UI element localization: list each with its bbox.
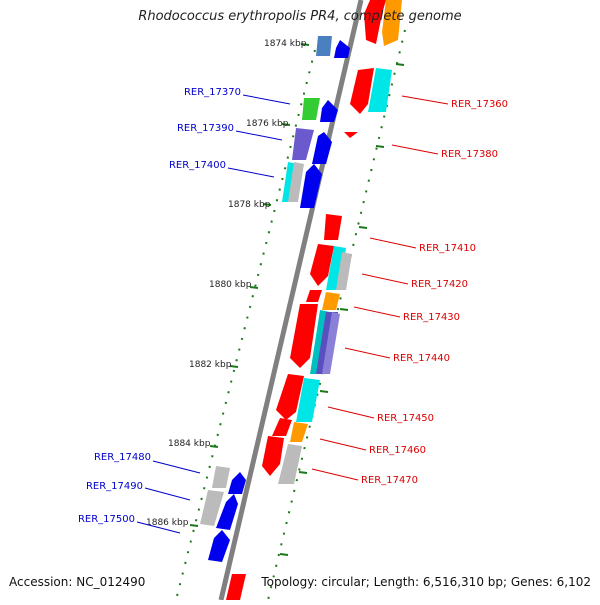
- right-tick: [358, 226, 368, 229]
- gene-label-RER_17430[interactable]: RER_17430: [403, 312, 460, 323]
- leader-line-RER_17470: [311, 468, 359, 481]
- kbp-label-1874: 1874 kbp: [264, 39, 307, 49]
- leader-line-RER_17370: [242, 94, 291, 105]
- kbp-tick-1880: [249, 286, 259, 289]
- gene-feature: [344, 132, 358, 138]
- gene-feature: [226, 574, 246, 600]
- kbp-label-1880: 1880 kbp: [209, 280, 252, 290]
- gene-feature: [272, 418, 292, 436]
- gene-label-RER_17420[interactable]: RER_17420: [411, 279, 468, 290]
- kbp-tick-1878: [262, 203, 272, 206]
- gene-feature: [200, 490, 224, 526]
- gene-feature: [316, 36, 332, 56]
- gene-feature: [296, 378, 320, 422]
- leader-line-RER_17390: [235, 130, 283, 141]
- leader-line-RER_17380: [391, 144, 439, 155]
- kbp-tick-1882: [229, 365, 239, 368]
- leader-line-RER_17440: [344, 347, 391, 359]
- gene-feature: [302, 98, 320, 120]
- right-tick: [298, 471, 308, 474]
- gene-feature: [208, 530, 230, 562]
- gene-feature: [228, 472, 246, 494]
- gene-feature: [322, 292, 340, 310]
- gene-feature: [334, 40, 350, 58]
- accession-text: Accession: NC_012490: [9, 575, 146, 589]
- leader-line-RER_17430: [353, 306, 401, 318]
- leader-line-RER_17490: [144, 487, 191, 501]
- kbp-tick-1886: [189, 524, 199, 527]
- gene-label-RER_17490[interactable]: RER_17490: [86, 481, 143, 492]
- gene-feature: [336, 252, 352, 290]
- gene-feature: [368, 68, 392, 112]
- gene-label-RER_17380[interactable]: RER_17380: [441, 149, 498, 160]
- gene-label-RER_17470[interactable]: RER_17470: [361, 475, 418, 486]
- gene-feature: [216, 494, 238, 530]
- gene-label-RER_17370[interactable]: RER_17370: [184, 87, 241, 98]
- gene-feature: [290, 304, 318, 368]
- gene-label-RER_17390[interactable]: RER_17390: [177, 123, 234, 134]
- gene-feature: [306, 290, 322, 302]
- gene-label-RER_17450[interactable]: RER_17450: [377, 413, 434, 424]
- gene-label-RER_17410[interactable]: RER_17410: [419, 243, 476, 254]
- kbp-label-1876: 1876 kbp: [246, 119, 289, 129]
- gene-feature: [364, 0, 386, 44]
- kbp-tick-1876: [281, 123, 291, 126]
- kbp-label-1882: 1882 kbp: [189, 360, 232, 370]
- gene-label-RER_17500[interactable]: RER_17500: [78, 514, 135, 525]
- kbp-label-1886: 1886 kbp: [146, 518, 189, 528]
- gene-feature: [310, 244, 334, 286]
- leader-line-RER_17360: [401, 95, 449, 105]
- gene-feature: [350, 68, 374, 114]
- genome-stats-text: Topology: circular; Length: 6,516,310 bp…: [261, 575, 591, 589]
- right-tick: [319, 390, 329, 393]
- right-tick: [375, 145, 385, 148]
- gene-feature: [262, 436, 284, 476]
- gene-label-RER_17440[interactable]: RER_17440: [393, 353, 450, 364]
- genome-title: Rhodococcus erythropolis PR4, complete g…: [138, 9, 462, 24]
- gene-feature: [288, 162, 304, 202]
- leader-line-RER_17410: [369, 237, 417, 249]
- gene-feature: [212, 466, 230, 488]
- gene-label-RER_17480[interactable]: RER_17480: [94, 452, 151, 463]
- gene-feature: [324, 214, 342, 240]
- leader-line-RER_17450: [327, 406, 375, 419]
- leader-line-RER_17480: [152, 460, 201, 474]
- gene-feature: [322, 312, 340, 374]
- leader-line-RER_17500: [136, 521, 181, 534]
- right-tick: [395, 63, 405, 66]
- kbp-tick-1884: [209, 445, 219, 448]
- kbp-tick-1874: [300, 43, 310, 46]
- genome-backbone: [218, 0, 364, 601]
- gene-label-RER_17400[interactable]: RER_17400: [169, 160, 226, 171]
- kbp-label-1884: 1884 kbp: [168, 439, 211, 449]
- gene-feature: [292, 128, 314, 160]
- gene-feature: [312, 132, 332, 164]
- leader-line-RER_17400: [227, 167, 275, 178]
- gene-label-RER_17460[interactable]: RER_17460: [369, 445, 426, 456]
- leader-line-RER_17460: [319, 438, 367, 451]
- right-tick: [339, 308, 349, 311]
- gene-feature: [320, 100, 338, 122]
- gene-feature: [300, 164, 322, 208]
- gene-feature: [382, 0, 402, 46]
- gene-feature: [290, 422, 308, 442]
- gene-feature: [276, 374, 304, 420]
- right-tick: [279, 553, 289, 556]
- kbp-label-1878: 1878 kbp: [228, 200, 271, 210]
- leader-line-RER_17420: [361, 273, 409, 285]
- gene-label-RER_17360[interactable]: RER_17360: [451, 99, 508, 110]
- gene-feature: [278, 444, 302, 484]
